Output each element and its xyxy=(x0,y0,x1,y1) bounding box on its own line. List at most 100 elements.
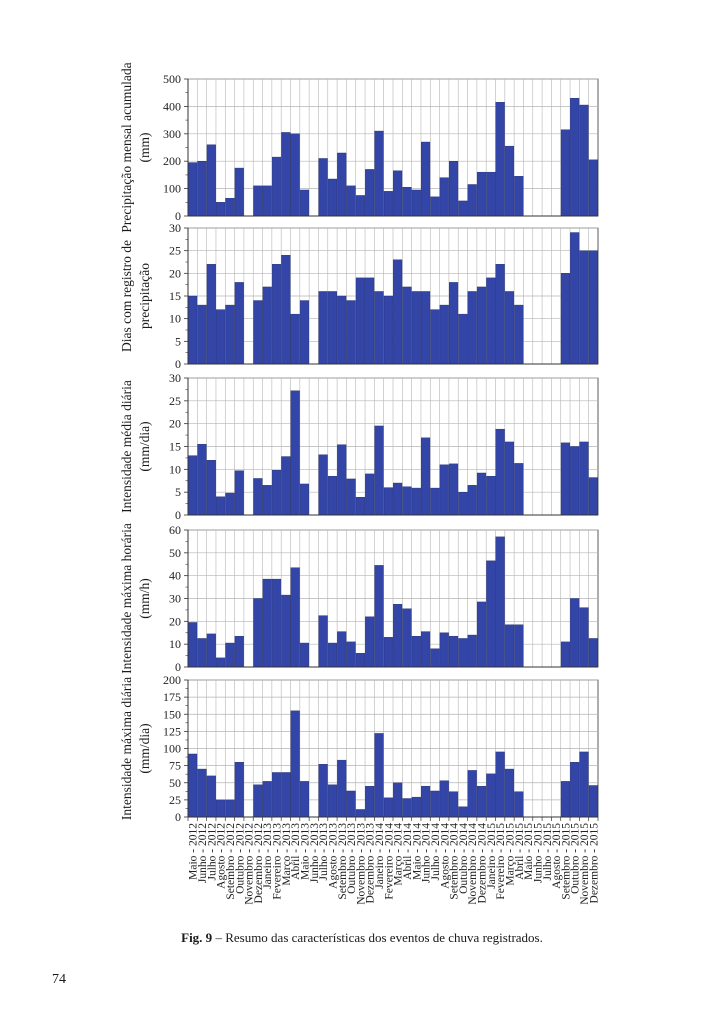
panel-2-bar xyxy=(290,313,300,365)
panel-4-bar xyxy=(458,638,468,668)
panel-1-bar xyxy=(514,176,524,217)
panel-1-ytick-label: 400 xyxy=(163,99,181,113)
panel-2-bar xyxy=(449,282,459,365)
panel-1-bar xyxy=(560,129,570,217)
panel-1-bar xyxy=(449,160,459,217)
panel-2-bar xyxy=(318,291,328,365)
panel-2-bar xyxy=(486,277,496,365)
panel-5-bar xyxy=(337,759,347,818)
panel-5-bar xyxy=(393,782,403,818)
x-tick-label: Julho - 2015 xyxy=(542,823,554,881)
panel-2-bar xyxy=(271,264,282,365)
panel-4-bar xyxy=(225,642,235,668)
panel-2-bar xyxy=(495,264,505,365)
panel-1-bar xyxy=(458,200,468,217)
panel-1-bar xyxy=(290,133,300,217)
panel-4-bar xyxy=(560,641,570,668)
panel-3-bar xyxy=(393,482,403,516)
panel-3-bar xyxy=(216,496,226,516)
panel-3-bar xyxy=(262,485,272,516)
panel-3-bar xyxy=(290,390,300,516)
panel-2-bar xyxy=(439,304,449,365)
panel-5-bar xyxy=(234,762,244,818)
panel-5-ytick-label: 50 xyxy=(169,776,181,790)
panel-2-bar xyxy=(588,250,598,365)
panel-3-bar xyxy=(374,425,384,516)
panel-2-bar xyxy=(504,291,515,365)
panel-5-bar xyxy=(355,809,365,818)
panel-2-bar xyxy=(458,313,468,365)
panel-1-ylabel-line: Precipitação mensal acumulada xyxy=(119,62,134,232)
panel-4-bar xyxy=(327,642,337,668)
panel-5-ytick-label: 25 xyxy=(169,793,181,807)
panel-3-ytick-label: 30 xyxy=(169,371,181,385)
panel-5-bar xyxy=(504,768,515,818)
panel-1-bar xyxy=(486,171,496,217)
panel-3-bar xyxy=(253,478,263,516)
panel-4-ytick-label: 40 xyxy=(169,569,181,583)
panel-3-bar xyxy=(383,487,393,516)
panel-2-bar xyxy=(253,300,263,365)
panel-3-bar xyxy=(318,454,328,516)
panel-3-bar xyxy=(281,456,291,516)
panel-3-bar xyxy=(337,444,347,516)
x-tick-label: Julho - 2013 xyxy=(318,823,330,881)
panel-3-bar xyxy=(327,475,337,516)
panel-5-ytick-label: 175 xyxy=(163,690,181,704)
x-tick-label: Fevereiro - 2013 xyxy=(272,823,284,900)
x-tick-label: Agosto - 2015 xyxy=(551,823,563,889)
panel-2-bar xyxy=(393,259,403,365)
panel-3-bar xyxy=(197,444,207,516)
panel-1-bar xyxy=(216,202,226,217)
panel-4-bar xyxy=(514,624,524,668)
panel-3-bar xyxy=(570,446,580,516)
panel-1-ytick-label: 500 xyxy=(163,72,181,86)
figure-caption: Fig. 9 – Resumo das características dos … xyxy=(0,930,724,946)
panel-1-bar xyxy=(327,178,337,217)
panel-2-bar xyxy=(337,295,347,365)
panel-5-bar xyxy=(299,781,310,818)
panel-3-bar xyxy=(411,487,421,516)
panel-4-bar xyxy=(467,634,477,668)
x-tick-label: Abril - 2013 xyxy=(290,823,302,880)
x-tick-label: Abril - 2015 xyxy=(514,823,526,880)
panel-4-bar xyxy=(411,635,421,668)
panel-4-bar xyxy=(355,653,365,668)
panel-1-bar xyxy=(355,195,365,217)
panel-5-bar xyxy=(197,768,207,818)
panel-2-bar xyxy=(383,295,393,365)
panel-1-ylabel-line: (mm) xyxy=(137,133,152,163)
panel-3-ytick-label: 5 xyxy=(175,485,181,499)
x-tick-label: Outubro - 2014 xyxy=(458,823,470,894)
caption-label: Fig. 9 xyxy=(181,930,213,945)
panel-3-ytick-label: 15 xyxy=(169,440,181,454)
panel-5-bar xyxy=(365,785,375,818)
panel-4-bar xyxy=(216,657,226,668)
x-tick-label: Novembro - 2014 xyxy=(467,823,479,905)
x-tick-label: Maio - 2014 xyxy=(411,823,423,880)
x-tick-label: Outubro - 2012 xyxy=(234,823,246,894)
panel-3-bar xyxy=(486,475,496,516)
panel-2-ytick-label: 25 xyxy=(169,244,181,258)
panel-4-bar xyxy=(206,633,216,668)
panel-2-bar xyxy=(216,309,226,365)
panel-5-bar xyxy=(411,796,421,818)
panel-1-ytick-label: 200 xyxy=(163,154,181,168)
panel-4-bar xyxy=(393,604,403,668)
panel-2-bar xyxy=(374,291,384,365)
panel-2-ytick-label: 0 xyxy=(175,357,181,371)
x-tick-label: Maio - 2015 xyxy=(523,823,535,880)
panel-4-bar xyxy=(439,632,449,668)
panel-4-bar xyxy=(476,601,487,668)
panel-4-bar xyxy=(281,594,291,668)
panel-1-ytick-label: 0 xyxy=(175,209,181,223)
panel-1-bar xyxy=(281,132,291,217)
panel-3-bar xyxy=(430,487,440,516)
x-tick-label: Março - 2013 xyxy=(281,823,293,886)
panel-4-bar xyxy=(365,616,375,668)
panel-5-ytick-label: 100 xyxy=(163,742,181,756)
x-tick-label: Novembro - 2015 xyxy=(579,823,591,905)
panel-3-bar xyxy=(346,478,356,516)
panel-1-bar xyxy=(421,141,431,217)
panel-4-bar xyxy=(570,598,580,668)
